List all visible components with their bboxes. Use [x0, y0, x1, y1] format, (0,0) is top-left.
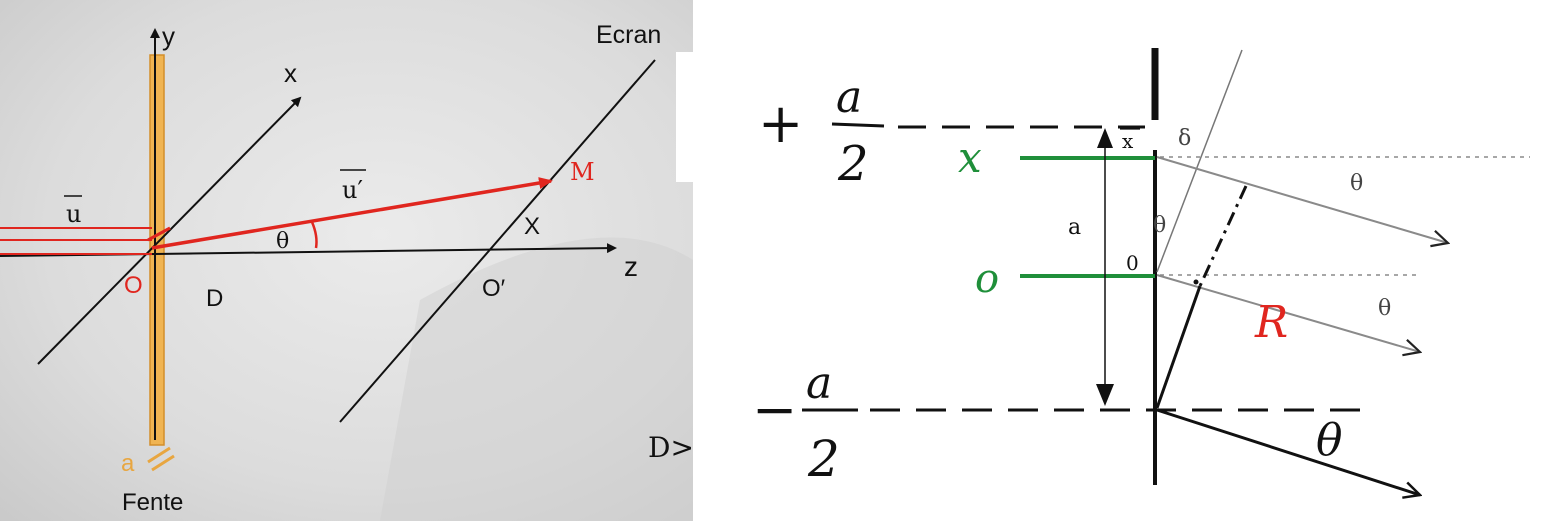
top-bound-numerator: a	[836, 72, 862, 123]
ray-top	[1156, 156, 1448, 243]
vector-u-prime-label: u′	[342, 176, 363, 204]
delta-label: δ	[1178, 126, 1191, 151]
point-O-label: O	[124, 272, 143, 299]
green-o-label: o	[975, 256, 999, 302]
x-axis	[37, 96, 302, 365]
width-a-arrow-bottom	[1096, 384, 1114, 406]
axis-z-label: z	[624, 251, 638, 282]
left-panel: y x z Ecran u u′ M O O′ X θ D a Fente D>	[0, 0, 696, 521]
panel-gap	[676, 52, 696, 182]
theta-middle-label: θ	[1378, 296, 1391, 321]
point-M-label: M	[570, 158, 595, 186]
axis-y-label: y	[162, 21, 175, 51]
x-bar-label: x	[1122, 129, 1134, 153]
top-bound-sign: +	[758, 92, 803, 155]
bottom-bound-sign: −	[752, 378, 797, 441]
slit-width-marker	[147, 446, 175, 472]
wavefront-dot	[1193, 279, 1199, 285]
diffracted-ray	[151, 177, 553, 250]
incident-vector-tip	[147, 226, 171, 242]
wavefront-solid	[1155, 285, 1202, 409]
bottom-bound-numerator: a	[806, 358, 832, 409]
screen-label: Ecran	[596, 21, 661, 49]
red-R-label: R	[1254, 297, 1288, 348]
background-shade	[380, 237, 693, 521]
theta-label: θ	[276, 229, 289, 254]
width-a-label: a	[1068, 215, 1081, 240]
green-x-label: x	[958, 133, 982, 182]
top-bound-denominator: 2	[837, 136, 869, 192]
theta-top-label: θ	[1350, 171, 1363, 196]
wavefront-dashed	[1198, 185, 1248, 287]
width-a-arrow-top	[1097, 128, 1113, 148]
cut-off-text: D>	[648, 431, 694, 464]
distance-D-label: D	[206, 285, 223, 312]
top-bound-fraction-bar	[831, 122, 885, 128]
black-theta-label: θ	[1316, 415, 1343, 466]
zero-label: 0	[1126, 251, 1139, 275]
slit-label: Fente	[122, 489, 183, 516]
coord-X-label: X	[524, 213, 540, 240]
slit-width-label: a	[121, 450, 135, 477]
path-difference-line	[1156, 49, 1243, 273]
screen-line	[339, 59, 656, 423]
theta-slit-label: θ	[1153, 213, 1166, 238]
point-O-prime-label: O′	[482, 275, 506, 302]
bottom-bound-denominator: 2	[807, 430, 840, 488]
slit-bar	[149, 54, 165, 446]
axis-x-label: x	[284, 58, 297, 88]
ray-bottom	[1156, 408, 1420, 495]
right-panel: + a 2 − a 2 x o a x 0 δ	[752, 48, 1530, 495]
theta-arc	[310, 221, 318, 249]
vector-u-label: u	[66, 200, 81, 228]
